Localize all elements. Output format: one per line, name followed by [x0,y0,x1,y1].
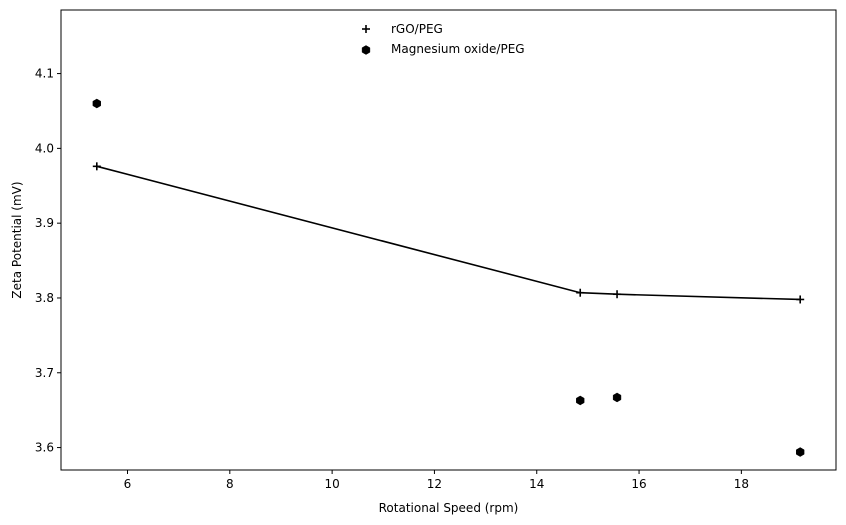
data-point [92,98,101,109]
x-tick-label: 6 [124,477,132,491]
y-tick-label: 3.9 [35,216,54,230]
data-point [796,295,805,304]
plot-frame [60,9,837,471]
data-point [576,395,585,406]
series-2 [92,98,805,457]
legend-marker [361,45,371,55]
data-point [612,392,622,403]
series-1 [92,162,805,304]
legend-label: Magnesium oxide/PEG [391,42,525,56]
y-tick-label: 4.0 [35,141,54,155]
data-point [92,162,101,171]
x-tick-label: 14 [529,477,544,491]
data-point [576,288,585,297]
plot-marks [92,98,805,457]
x-tick-label: 8 [226,477,234,491]
x-axis-label: Rotational Speed (rpm) [379,501,519,515]
y-tick-label: 3.8 [35,291,54,305]
legend-item: rGO/PEG [362,22,443,36]
data-point [796,447,805,457]
x-axis-ticks: 6 8 10 12 14 16 18 [124,470,749,491]
y-axis-label: Zeta Potential (mV) [10,181,24,298]
legend: rGO/PEG Magnesium oxide/PEG [361,22,525,56]
y-tick-label: 4.1 [35,67,54,81]
legend-item: Magnesium oxide/PEG [361,42,525,56]
legend-marker [362,25,370,33]
x-tick-label: 12 [427,477,442,491]
data-point [613,290,622,299]
x-tick-label: 16 [631,477,646,491]
x-tick-label: 10 [324,477,339,491]
y-axis-ticks: 3.6 3.7 3.8 3.9 4.0 4.1 [35,67,61,455]
x-tick-label: 18 [734,477,749,491]
series-line [96,165,801,301]
y-tick-label: 3.6 [35,441,54,455]
legend-label: rGO/PEG [391,22,443,36]
y-tick-label: 3.7 [35,366,54,380]
